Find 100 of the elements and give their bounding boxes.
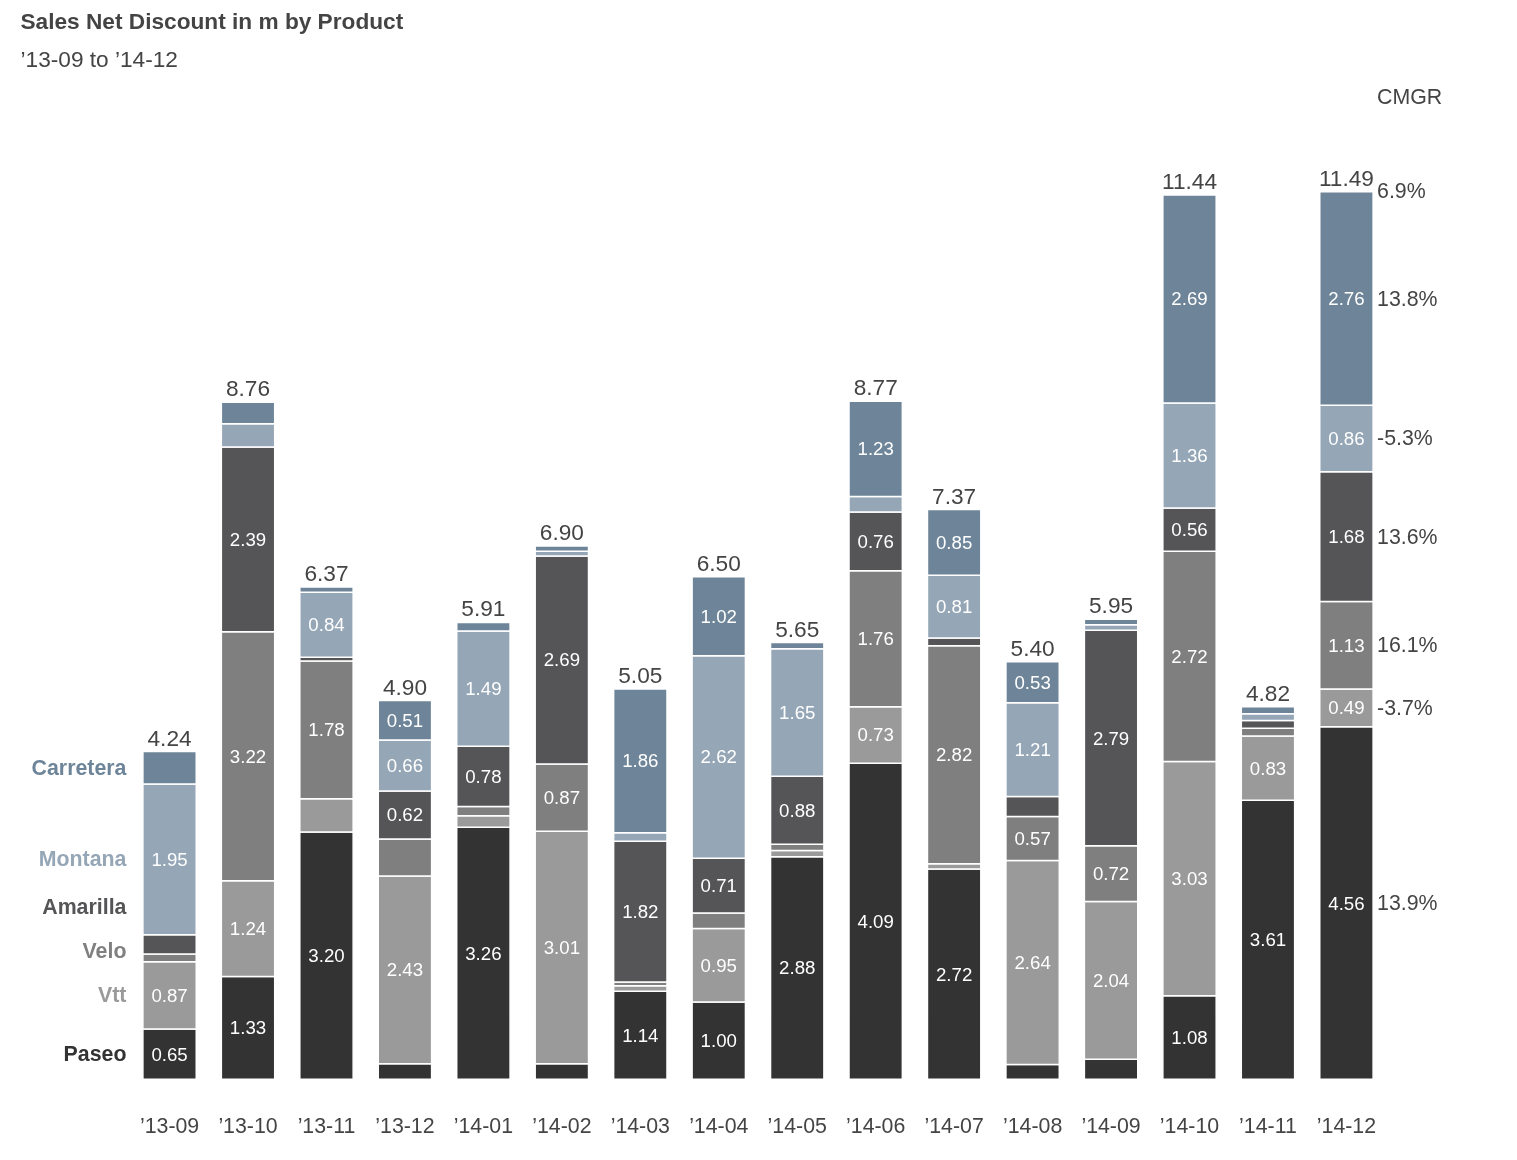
x-tick-label: ’14-10 [1159,1113,1220,1138]
series-label: Carretera [31,755,127,780]
data-label: 0.83 [1249,757,1287,779]
total-label: 11.49 [1318,164,1374,191]
annotation: 6.9% [1377,179,1426,204]
x-tick-label: ’14-08 [1002,1113,1063,1138]
x-tick-label: ’14-12 [1316,1113,1377,1138]
data-label: 1.86 [622,750,659,772]
data-label: 1.36 [1171,444,1208,466]
series-label: Amarilla [42,894,127,919]
total-label: 5.05 [618,661,663,688]
x-tick-label: ’14-02 [532,1113,592,1138]
data-label: 0.51 [386,709,424,731]
data-label: 0.85 [935,531,973,553]
data-label: 1.95 [151,848,188,870]
data-label: 2.76 [1328,288,1365,310]
x-tick-label: ’14-01 [453,1113,514,1138]
total-label: 5.91 [461,595,506,622]
data-label: 2.04 [1092,969,1130,991]
data-label: 0.88 [779,799,816,821]
total-label: 6.90 [539,518,584,545]
data-label: 0.49 [1328,697,1365,719]
data-label: 0.72 [1092,863,1130,885]
data-label: 2.72 [1171,645,1208,667]
data-label: 3.26 [465,942,502,964]
series-label: Paseo [63,1042,127,1067]
data-label: 0.65 [151,1043,188,1065]
total-label: 5.40 [1010,634,1055,661]
data-label: 0.71 [700,875,737,897]
data-label: 1.78 [308,719,345,741]
data-label: 0.53 [1014,671,1051,693]
series-label: Montana [38,847,127,872]
total-label: 5.95 [1089,592,1134,619]
total-label: 8.76 [225,375,271,402]
data-label: 4.09 [857,910,894,932]
data-label: 0.73 [857,724,894,746]
x-tick-label: ’13-11 [297,1113,356,1138]
data-label: 1.14 [622,1024,659,1046]
total-label: 7.37 [932,482,977,509]
x-tick-label: ’14-04 [689,1113,749,1138]
data-label: 2.39 [229,528,267,550]
total-label: 6.50 [696,549,741,576]
bar [612,990,668,1081]
x-tick-label: ’14-09 [1081,1113,1141,1138]
data-label: 3.03 [1171,868,1208,890]
x-tick-label: ’14-11 [1239,1113,1297,1138]
data-label: 1.82 [622,901,659,923]
x-tick-label: ’14-03 [610,1113,670,1138]
data-label: 2.69 [543,649,581,671]
x-tick-label: ’13-12 [375,1113,435,1138]
data-label: 2.69 [1171,288,1208,310]
data-label: 0.66 [386,754,424,776]
series-label: Velo [82,939,127,964]
data-label: 0.84 [308,614,345,636]
x-tick-label: ’14-07 [924,1113,984,1138]
data-label: 0.78 [465,765,502,787]
data-label: 1.24 [229,918,267,940]
series-label: Vtt [97,983,127,1008]
data-label: 0.95 [700,954,737,976]
data-label: 0.86 [1328,427,1365,449]
x-tick-label: ’13-09 [139,1113,200,1138]
data-label: 3.01 [543,937,581,959]
x-tick-label: ’14-06 [846,1113,906,1138]
data-label: 2.72 [935,963,973,985]
annotation: 13.9% [1377,891,1438,916]
data-label: 0.87 [543,787,581,809]
bar [534,545,590,553]
data-label: 2.64 [1014,952,1051,974]
data-label: 2.79 [1092,727,1130,749]
data-label: 1.02 [700,605,737,627]
data-label: 0.81 [935,596,973,618]
data-label: 0.87 [151,984,188,1006]
total-label: 6.37 [304,559,349,586]
data-label: 3.20 [308,945,345,967]
data-label: 0.56 [1171,519,1208,541]
annotation: 13.6% [1377,524,1438,549]
annotation: -5.3% [1377,426,1433,451]
data-label: 4.56 [1328,892,1365,914]
total-label: 4.90 [382,673,427,700]
data-label: 1.21 [1014,739,1051,761]
data-label: 0.62 [386,804,424,826]
data-label: 1.00 [700,1030,737,1052]
x-tick-label: ’14-05 [767,1113,827,1138]
annotation: -3.7% [1377,695,1433,720]
total-label: 8.77 [853,374,898,401]
total-label: 11.44 [1162,167,1218,194]
total-label: 4.82 [1245,679,1291,706]
data-label: 1.68 [1328,526,1365,548]
annotation: 16.1% [1377,633,1438,658]
data-label: 1.33 [229,1017,267,1039]
data-label: 1.65 [779,702,816,723]
data-label: 2.82 [935,744,973,766]
total-label: 4.24 [147,724,192,751]
data-label: 2.62 [700,746,737,768]
data-label: 1.49 [465,678,502,700]
data-label: 1.76 [857,628,894,650]
text: CMGR [1377,84,1443,109]
data-label: 0.76 [857,530,894,552]
data-label: 0.57 [1014,828,1051,850]
data-label: 1.23 [857,438,894,460]
